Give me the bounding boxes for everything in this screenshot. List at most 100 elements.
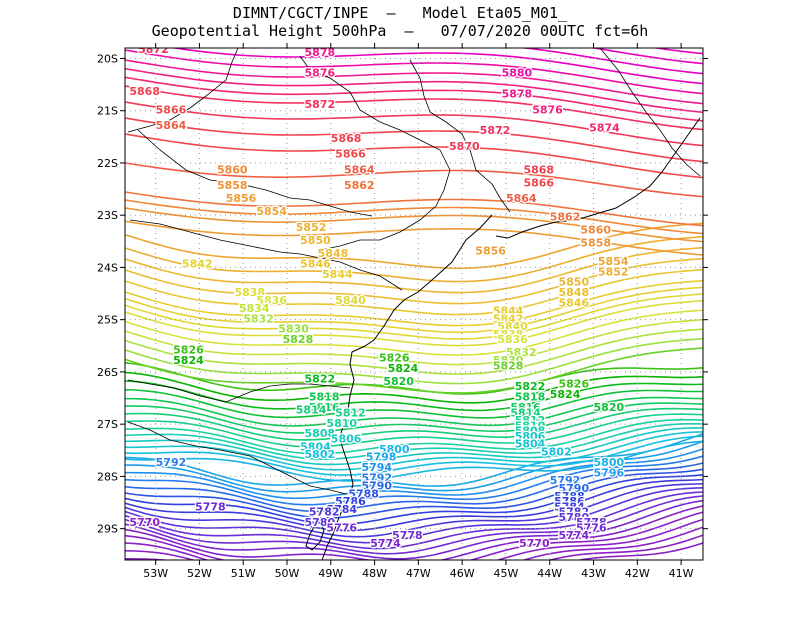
lagoa-dos-patos xyxy=(305,519,325,551)
contour-label: 5794 xyxy=(361,461,392,474)
lon-tick-label: 46W xyxy=(450,567,475,580)
contour-label: 5874 xyxy=(589,122,620,135)
contour-label: 5784 xyxy=(554,500,585,513)
contour-label: 5782 xyxy=(309,506,340,519)
contour-label: 5788 xyxy=(554,490,585,503)
contour-label: 5876 xyxy=(305,67,336,80)
contour-label: 5832 xyxy=(243,312,274,325)
contour-label: 5866 xyxy=(335,148,366,161)
contour-label: 5816 xyxy=(309,401,340,414)
contour-label: 5882 xyxy=(462,28,493,41)
contour-5786 xyxy=(125,473,703,526)
lat-tick-label: 23S xyxy=(97,209,118,222)
lon-tick-label: 41W xyxy=(669,567,694,580)
contour-label: 5878 xyxy=(305,46,336,59)
contour-label: 5868 xyxy=(331,132,362,145)
contour-label: 5792 xyxy=(156,456,187,469)
contour-label: 5770 xyxy=(519,537,550,550)
contour-label: 5872 xyxy=(138,43,169,56)
contour-label: 5834 xyxy=(239,302,270,315)
contour-5812 xyxy=(125,413,703,448)
contour-label: 5796 xyxy=(594,466,625,479)
contour-5860 xyxy=(125,199,703,235)
contour-label: 5824 xyxy=(173,354,204,367)
contour-5884 xyxy=(518,48,703,75)
contour-5796 xyxy=(125,440,703,493)
contour-label: 5826 xyxy=(173,344,204,357)
contour-5814 xyxy=(125,407,703,441)
title-line-1: DIMNT/CGCT/INPE – Model Eta05_M01_ xyxy=(232,4,568,22)
contour-label: 5838 xyxy=(234,286,265,299)
coastline xyxy=(127,48,701,560)
contour-5802 xyxy=(125,435,703,476)
contour-label: 5868 xyxy=(523,163,554,176)
contour-5774 xyxy=(125,499,703,560)
lat-tick-label: 29S xyxy=(97,523,118,536)
contour-label: 5814 xyxy=(510,406,541,419)
contour-5836 xyxy=(125,309,703,356)
contour-5858 xyxy=(125,207,703,243)
contour-5768 xyxy=(125,518,703,560)
contour-label: 5874 xyxy=(129,28,160,41)
contour-label: 5786 xyxy=(554,495,585,508)
contour-label: 5854 xyxy=(598,255,629,268)
brazil-coastline xyxy=(321,214,493,560)
contour-label: 5790 xyxy=(361,479,392,492)
lon-tick-label: 49W xyxy=(318,567,343,580)
lat-tick-label: 22S xyxy=(97,157,118,170)
contour-label: 5826 xyxy=(379,351,410,364)
contour-5780 xyxy=(125,487,703,544)
contour-label: 5878 xyxy=(502,88,533,101)
cabo-frio-coast xyxy=(495,117,701,239)
contour-5762 xyxy=(575,542,703,560)
contour-5772 xyxy=(125,505,703,560)
contour-5808 xyxy=(125,423,703,461)
contour-5834 xyxy=(125,318,703,366)
contour-label: 5804 xyxy=(515,438,546,451)
lat-tick-label: 24S xyxy=(97,261,118,274)
lon-tick-label: 50W xyxy=(275,567,300,580)
contour-label: 5860 xyxy=(217,163,248,176)
contour-5764 xyxy=(125,534,703,560)
contour-label: 5818 xyxy=(309,391,340,404)
contour-5846 xyxy=(125,268,703,316)
contour-5852 xyxy=(125,235,703,283)
contour-5776 xyxy=(125,495,703,555)
contour-label: 5792 xyxy=(550,474,581,487)
contour-label: 5854 xyxy=(256,205,287,218)
lat-tick-label: 27S xyxy=(97,418,118,431)
longitude-axis: 53W 52W 51W 50W 49W 48W 47W 46W 45W 44W 43W 42W 41W xyxy=(143,43,694,580)
contour-label: 5816 xyxy=(510,401,541,414)
contour-5844 xyxy=(125,279,703,327)
contour-label: 5876 xyxy=(532,103,563,116)
contour-label: 5868 xyxy=(129,85,160,98)
contour-5850 xyxy=(125,246,703,294)
lon-tick-label: 52W xyxy=(187,567,212,580)
contour-5856 xyxy=(125,220,703,256)
lat-tick-label: 28S xyxy=(97,470,118,483)
contour-5878 xyxy=(125,59,703,105)
lat-tick-label: 21S xyxy=(97,105,118,118)
contour-5866 xyxy=(125,133,703,179)
contour-5816 xyxy=(125,402,703,434)
contour-label: 5814 xyxy=(296,404,327,417)
contour-label: 5802 xyxy=(541,446,572,459)
contour-label: 5850 xyxy=(559,276,590,289)
contour-label: 5864 xyxy=(156,119,187,132)
state-border-7 xyxy=(127,421,347,495)
lon-tick-label: 45W xyxy=(494,567,519,580)
contour-label: 5774 xyxy=(370,537,401,550)
contour-5794 xyxy=(125,448,703,500)
contour-label: 5788 xyxy=(348,487,379,500)
contour-5868 xyxy=(125,117,703,163)
contour-label: 5844 xyxy=(493,304,524,317)
contour-5870 xyxy=(125,101,703,147)
contour-label: 5798 xyxy=(366,451,397,464)
contour-label: 5844 xyxy=(322,268,353,281)
contour-5854 xyxy=(125,222,703,270)
contour-label: 5848 xyxy=(318,247,349,260)
contour-label: 5824 xyxy=(388,362,419,375)
lat-lon-grid xyxy=(125,48,703,560)
contour-5784 xyxy=(125,478,703,532)
contour-label: 5838 xyxy=(493,328,524,341)
